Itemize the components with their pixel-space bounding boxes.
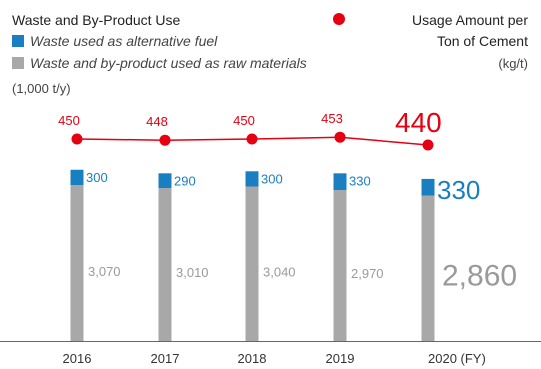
label-usage-3: 453 xyxy=(321,111,343,126)
bar-raw-2 xyxy=(245,186,259,341)
bar-raw-0 xyxy=(70,185,84,341)
bar-fuel-0 xyxy=(70,169,84,185)
bar-fuel-4 xyxy=(421,178,435,196)
label-fuel-4: 330 xyxy=(437,175,480,205)
bar-raw-4 xyxy=(421,195,435,341)
bar-fuel-1 xyxy=(158,173,172,189)
label-raw-1: 3,010 xyxy=(176,265,209,280)
bar-fuel-3 xyxy=(333,173,347,191)
bar-raw-1 xyxy=(158,188,172,341)
usage-point-3 xyxy=(334,131,346,143)
legend-fuel-label: Waste used as alternative fuel xyxy=(30,33,218,49)
bars-layer xyxy=(70,169,435,341)
label-usage-1: 448 xyxy=(146,114,168,129)
bar-raw-3 xyxy=(333,190,347,341)
x-tick-0: 2016 xyxy=(63,351,92,366)
legend-usage-line2: Ton of Cement xyxy=(437,33,528,49)
legend-fuel-swatch xyxy=(12,35,24,47)
label-fuel-1: 290 xyxy=(174,173,196,188)
label-raw-2: 3,040 xyxy=(263,264,296,279)
x-tick-2: 2018 xyxy=(238,351,267,366)
bar-fuel-2 xyxy=(245,171,259,187)
usage-point-0 xyxy=(71,133,83,145)
labels-layer: 300 3,070 2016 290 3,010 2017 300 3,040 2018 330 2… xyxy=(58,107,517,366)
label-fuel-3: 330 xyxy=(349,173,371,188)
usage-point-1 xyxy=(159,134,171,146)
label-usage-2: 450 xyxy=(233,113,255,128)
unit-left-label: (1,000 t/y) xyxy=(12,81,71,96)
label-fuel-0: 300 xyxy=(86,170,108,185)
chart-title: Waste and By-Product Use xyxy=(12,12,181,28)
x-tick-4: 2020 (FY) xyxy=(428,351,486,366)
legend-usage-line1: Usage Amount per xyxy=(412,12,528,28)
usage-point-4 xyxy=(422,139,434,151)
legend-raw-label: Waste and by-product used as raw materia… xyxy=(30,55,307,71)
label-fuel-2: 300 xyxy=(261,171,283,186)
legend-raw-swatch xyxy=(12,57,24,69)
legend-usage-unit: (kg/t) xyxy=(498,56,528,71)
label-raw-0: 3,070 xyxy=(88,264,121,279)
label-raw-3: 2,970 xyxy=(351,266,384,281)
label-raw-4: 2,860 xyxy=(442,260,517,293)
x-tick-1: 2017 xyxy=(151,351,180,366)
usage-point-2 xyxy=(246,133,258,145)
x-tick-3: 2019 xyxy=(326,351,355,366)
legend-usage-marker xyxy=(333,13,345,25)
label-usage-0: 450 xyxy=(58,113,80,128)
label-usage-4: 440 xyxy=(395,107,442,138)
usage-line-layer xyxy=(71,131,434,151)
